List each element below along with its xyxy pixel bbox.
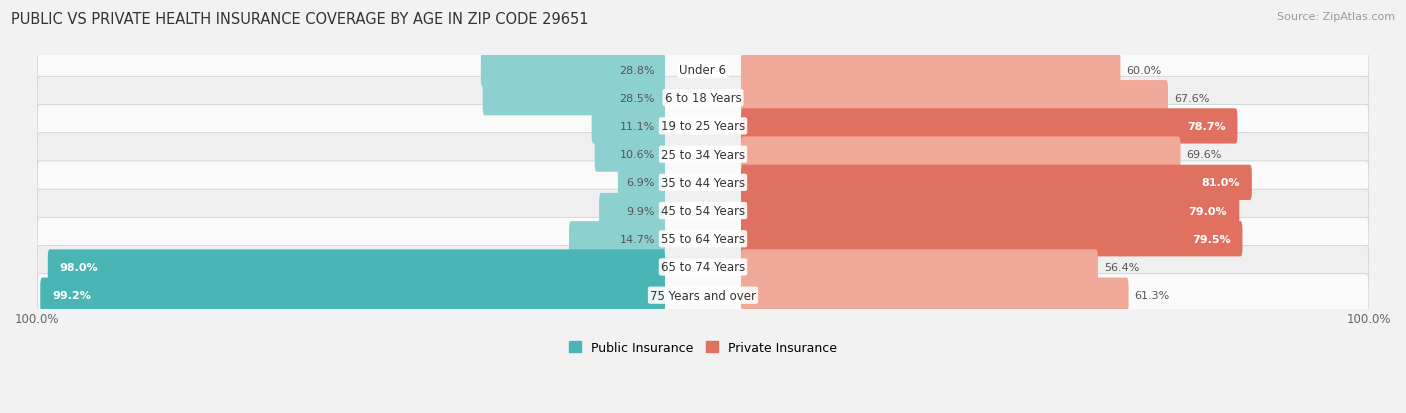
FancyBboxPatch shape (741, 165, 1251, 200)
Text: 19 to 25 Years: 19 to 25 Years (661, 120, 745, 133)
FancyBboxPatch shape (37, 218, 1369, 261)
FancyBboxPatch shape (741, 137, 1181, 172)
FancyBboxPatch shape (482, 81, 665, 116)
Text: 56.4%: 56.4% (1104, 262, 1139, 272)
FancyBboxPatch shape (741, 53, 1121, 88)
FancyBboxPatch shape (37, 161, 1369, 204)
FancyBboxPatch shape (741, 109, 1237, 144)
FancyBboxPatch shape (37, 274, 1369, 317)
Text: 67.6%: 67.6% (1174, 93, 1209, 104)
FancyBboxPatch shape (741, 193, 1239, 229)
Text: 28.8%: 28.8% (620, 65, 655, 75)
Text: 81.0%: 81.0% (1201, 178, 1240, 188)
FancyBboxPatch shape (41, 278, 665, 313)
Text: 75 Years and over: 75 Years and over (650, 289, 756, 302)
Text: 35 to 44 Years: 35 to 44 Years (661, 176, 745, 190)
Text: 65 to 74 Years: 65 to 74 Years (661, 261, 745, 274)
Text: 98.0%: 98.0% (59, 262, 98, 272)
FancyBboxPatch shape (617, 165, 665, 200)
Text: 55 to 64 Years: 55 to 64 Years (661, 233, 745, 246)
Text: 78.7%: 78.7% (1187, 121, 1226, 132)
Text: 11.1%: 11.1% (620, 121, 655, 132)
FancyBboxPatch shape (37, 105, 1369, 148)
FancyBboxPatch shape (595, 137, 665, 172)
FancyBboxPatch shape (37, 246, 1369, 289)
Text: 9.9%: 9.9% (627, 206, 655, 216)
Text: 79.0%: 79.0% (1188, 206, 1227, 216)
FancyBboxPatch shape (481, 53, 665, 88)
Text: 69.6%: 69.6% (1187, 150, 1222, 160)
FancyBboxPatch shape (592, 109, 665, 144)
FancyBboxPatch shape (48, 250, 665, 285)
Text: Under 6: Under 6 (679, 64, 727, 77)
Text: 6 to 18 Years: 6 to 18 Years (665, 92, 741, 105)
Text: 6.9%: 6.9% (627, 178, 655, 188)
FancyBboxPatch shape (37, 77, 1369, 120)
Text: PUBLIC VS PRIVATE HEALTH INSURANCE COVERAGE BY AGE IN ZIP CODE 29651: PUBLIC VS PRIVATE HEALTH INSURANCE COVER… (11, 12, 589, 27)
Legend: Public Insurance, Private Insurance: Public Insurance, Private Insurance (564, 336, 842, 359)
Text: 60.0%: 60.0% (1126, 65, 1161, 75)
FancyBboxPatch shape (37, 49, 1369, 92)
Text: 61.3%: 61.3% (1135, 290, 1170, 300)
FancyBboxPatch shape (37, 190, 1369, 233)
FancyBboxPatch shape (37, 133, 1369, 176)
Text: Source: ZipAtlas.com: Source: ZipAtlas.com (1277, 12, 1395, 22)
FancyBboxPatch shape (741, 278, 1129, 313)
Text: 45 to 54 Years: 45 to 54 Years (661, 204, 745, 218)
FancyBboxPatch shape (599, 193, 665, 229)
FancyBboxPatch shape (741, 222, 1243, 257)
Text: 14.7%: 14.7% (620, 234, 655, 244)
FancyBboxPatch shape (741, 250, 1098, 285)
Text: 79.5%: 79.5% (1192, 234, 1230, 244)
Text: 99.2%: 99.2% (52, 290, 91, 300)
FancyBboxPatch shape (569, 222, 665, 257)
Text: 25 to 34 Years: 25 to 34 Years (661, 148, 745, 161)
Text: 10.6%: 10.6% (620, 150, 655, 160)
Text: 28.5%: 28.5% (620, 93, 655, 104)
FancyBboxPatch shape (741, 81, 1168, 116)
